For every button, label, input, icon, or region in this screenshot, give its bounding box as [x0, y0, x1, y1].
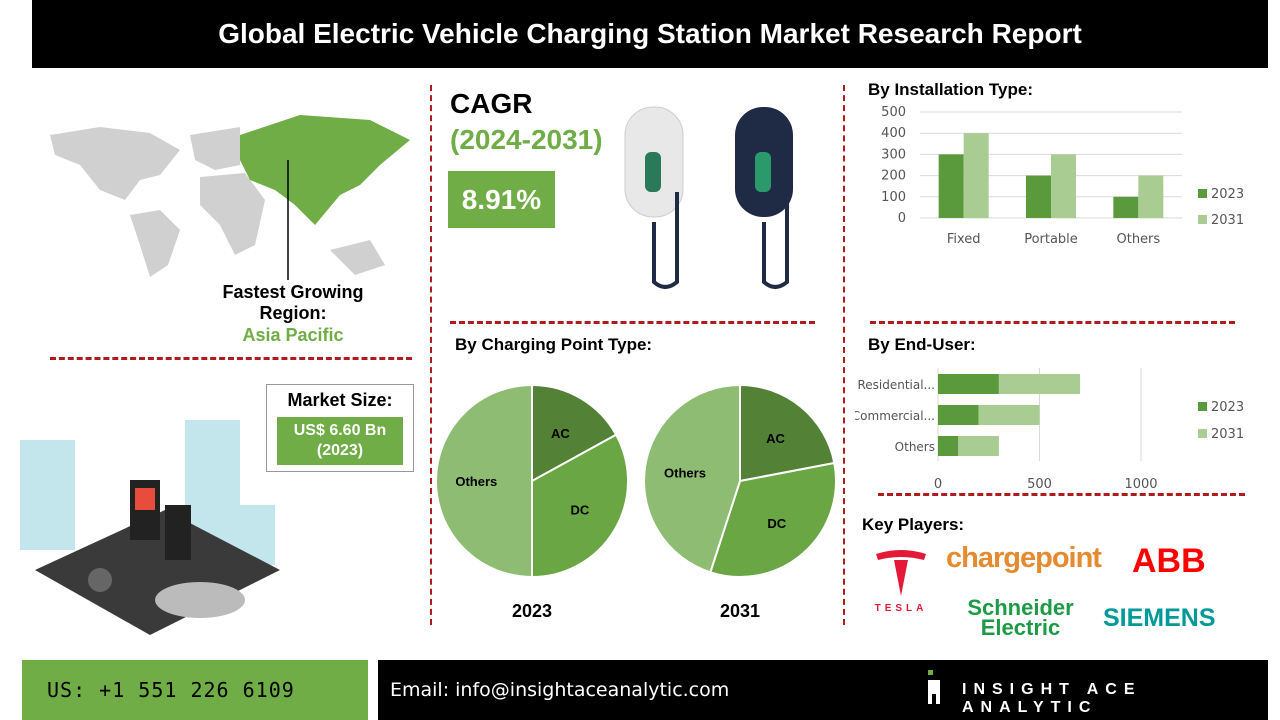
legend-swatch — [1198, 189, 1207, 198]
market-size-value: US$ 6.60 Bn — [293, 422, 387, 439]
end-user-chart-title: By End-User: — [868, 335, 976, 354]
market-size-year: (2023) — [316, 442, 364, 459]
y-tick-label: 200 — [881, 169, 906, 184]
bar-segment-2031 — [978, 405, 1040, 425]
installation-type-bar-chart: 0 100 200 300 400 500 Fixed Portable Others 2023 2… — [881, 105, 1244, 247]
divider — [870, 321, 1235, 324]
legend-label: 2023 — [1211, 187, 1244, 202]
charging-point-pie-charts: AC DC Others 2023 AC DC Others 2031 — [435, 383, 837, 621]
legend-label: 2031 — [1211, 213, 1244, 228]
asia-pacific-shape — [240, 115, 410, 225]
bar-portable-2023 — [1026, 175, 1051, 218]
pie-year-label: 2031 — [720, 601, 760, 621]
bar-fixed-2031 — [963, 133, 989, 218]
legend-swatch — [1198, 429, 1207, 438]
chargepoint-logo: chargepoint — [946, 542, 1102, 574]
world-map — [50, 115, 410, 280]
schneider-electric-logo: Schneider Electric — [967, 595, 1074, 640]
y-tick-label: 100 — [881, 190, 906, 205]
abb-logo: ABB — [1132, 542, 1206, 580]
africa-shape — [200, 173, 265, 255]
x-tick-label: Fixed — [947, 232, 981, 247]
pie-label: AC — [766, 431, 785, 446]
region-value: Asia Pacific — [242, 325, 344, 345]
x-tick-label: Others — [1116, 232, 1160, 247]
legend-label: 2031 — [1211, 427, 1244, 442]
y-tick-label: 0 — [898, 211, 906, 226]
pie-slice-others — [435, 383, 533, 579]
x-tick-label: 1000 — [1124, 477, 1157, 492]
y-tick-label: 500 — [881, 105, 906, 120]
x-tick-label: Portable — [1024, 232, 1078, 247]
divider — [878, 493, 1245, 496]
pie-slice-ac — [531, 383, 618, 483]
divider — [450, 321, 815, 324]
legend-swatch — [1198, 402, 1207, 411]
pie-label: DC — [767, 516, 786, 531]
pie-chart-title: By Charging Point Type: — [455, 335, 653, 354]
bar-others-2023 — [1113, 196, 1139, 218]
pie-label: DC — [571, 502, 590, 517]
pie-label: AC — [551, 426, 570, 441]
south-america-shape — [130, 210, 180, 277]
region-label: Fastest Growing Region: — [222, 282, 364, 323]
pie-slice-ac — [739, 383, 836, 483]
bar-segment-2023 — [938, 436, 959, 456]
market-size-label: Market Size: — [287, 390, 393, 410]
divider — [430, 85, 432, 625]
bar-segment-2031 — [998, 374, 1081, 394]
x-tick-label: 0 — [934, 477, 942, 492]
pie-label: Others — [664, 465, 706, 480]
pie-year-label: 2023 — [512, 601, 552, 621]
tesla-logo: TESLA — [866, 548, 936, 614]
email-link[interactable]: Email: info@insightaceanalytic.com — [390, 679, 730, 701]
bar-others-2031 — [1138, 175, 1164, 218]
x-tick-label: 500 — [1027, 477, 1052, 492]
ev-charger-icons — [624, 106, 793, 289]
bar-segment-2031 — [958, 436, 999, 456]
bar-portable-2031 — [1051, 154, 1076, 218]
australia-shape — [330, 240, 385, 275]
legend-swatch — [1198, 215, 1207, 224]
end-user-bar-chart: 0 500 1000 Residential... Commercial... Other… — [855, 368, 1244, 492]
installation-chart-title: By Installation Type: — [868, 80, 1033, 99]
pie-label: Others — [455, 474, 497, 489]
key-players-title: Key Players: — [862, 515, 965, 534]
market-size-value-box: US$ 6.60 Bn (2023) — [277, 417, 403, 465]
siemens-logo: SIEMENS — [1103, 604, 1216, 632]
y-category-label: Others — [895, 440, 935, 454]
bar-segment-2023 — [938, 405, 979, 425]
cagr-period: (2024-2031) — [450, 124, 603, 155]
report-title: Global Electric Vehicle Charging Station… — [32, 0, 1268, 68]
y-category-label: Commercial... — [855, 409, 935, 423]
cagr-label: CAGR — [450, 88, 533, 119]
divider — [50, 357, 412, 360]
insight-ace-logo-icon — [928, 670, 940, 704]
bar-fixed-2023 — [938, 154, 964, 218]
charging-station-illustration — [20, 420, 280, 635]
europe-shape — [190, 127, 240, 170]
bar-segment-2023 — [938, 374, 999, 394]
market-size-box: Market Size: US$ 6.60 Bn (2023) — [266, 384, 414, 472]
cagr-value: 8.91% — [448, 171, 555, 228]
phone-number: US: +1 551 226 6109 — [22, 660, 368, 720]
footer-bar: Email: info@insightaceanalytic.com INSIG… — [378, 660, 1268, 720]
legend-label: 2023 — [1211, 400, 1244, 415]
y-tick-label: 300 — [881, 147, 906, 162]
y-category-label: Residential... — [857, 378, 935, 392]
divider — [843, 85, 845, 625]
north-america-shape — [50, 127, 180, 200]
brand-name: INSIGHT ACE ANALYTIC — [962, 681, 1142, 716]
pie-slice-others — [643, 383, 741, 574]
pie-slice-dc — [709, 461, 837, 578]
y-tick-label: 400 — [881, 126, 906, 141]
pie-slice-dc — [531, 433, 629, 579]
